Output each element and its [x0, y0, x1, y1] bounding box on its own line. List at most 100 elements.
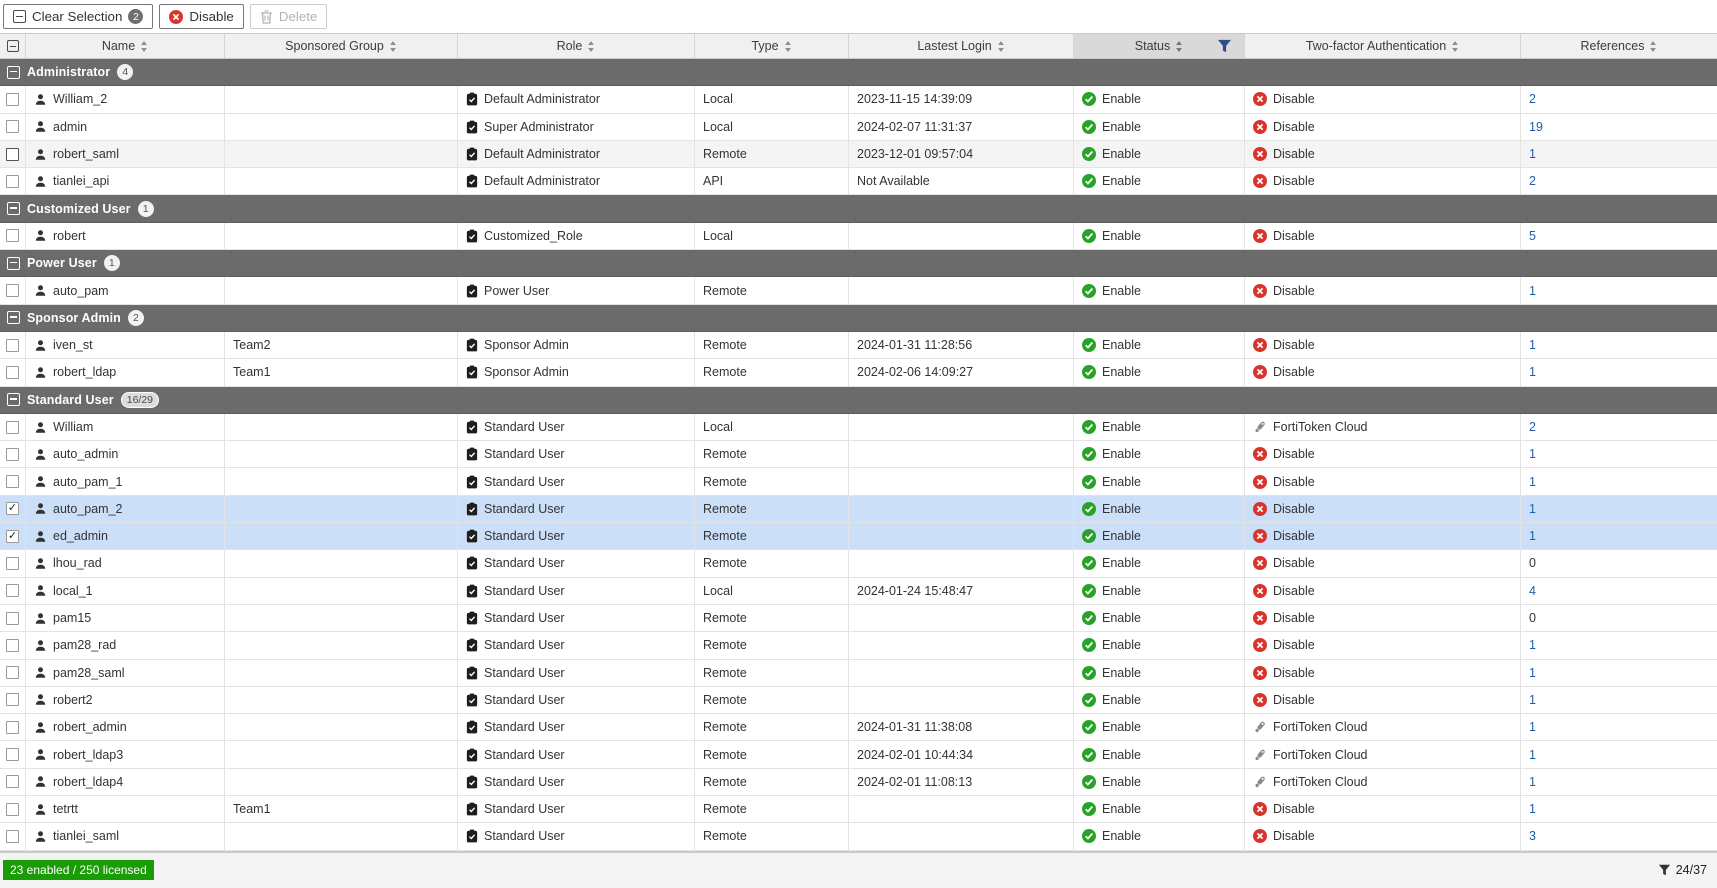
references-link[interactable]: 3 — [1529, 829, 1536, 844]
row-checkbox[interactable] — [6, 284, 19, 298]
table-row[interactable]: robert Customized_Role Local Enable Disa… — [0, 222, 1717, 251]
two-factor-label: Disable — [1273, 119, 1315, 134]
collapse-group-icon[interactable] — [7, 393, 20, 407]
row-checkbox[interactable] — [6, 475, 19, 489]
row-checkbox[interactable] — [6, 584, 19, 598]
table-row[interactable]: tianlei_saml Standard User Remote Enable… — [0, 823, 1717, 851]
row-checkbox[interactable] — [6, 720, 19, 734]
row-checkbox[interactable] — [6, 666, 19, 680]
collapse-group-icon[interactable] — [7, 256, 20, 270]
row-checkbox[interactable] — [6, 365, 19, 379]
table-row[interactable]: local_1 Standard User Local 2024-01-24 1… — [0, 577, 1717, 605]
collapse-group-icon[interactable] — [7, 311, 20, 325]
row-checkbox[interactable] — [6, 174, 19, 188]
table-row[interactable]: admin Super Administrator Local 2024-02-… — [0, 113, 1717, 141]
collapse-group-icon[interactable] — [7, 202, 20, 216]
references-link[interactable]: 1 — [1529, 447, 1536, 462]
references-link[interactable]: 2 — [1529, 174, 1536, 189]
group-header-row[interactable]: Customized User 1 — [0, 195, 1717, 223]
row-checkbox[interactable] — [6, 611, 19, 625]
column-header-role[interactable]: Role — [458, 34, 695, 58]
table-row[interactable]: ed_admin Standard User Remote Enable Dis… — [0, 523, 1717, 551]
table-row[interactable]: iven_st Team2 Sponsor Admin Remote 2024-… — [0, 331, 1717, 360]
row-checkbox[interactable] — [6, 120, 19, 134]
type-cell: Remote — [695, 741, 849, 768]
group-header-row[interactable]: Administrator 4 — [0, 59, 1717, 87]
collapse-group-icon[interactable] — [7, 65, 20, 79]
table-row[interactable]: pam28_saml Standard User Remote Enable D… — [0, 659, 1717, 687]
clear-selection-button[interactable]: Clear Selection 2 — [3, 4, 154, 29]
table-row[interactable]: auto_pam_1 Standard User Remote Enable D… — [0, 468, 1717, 496]
group-header-row[interactable]: Standard User 16/29 — [0, 386, 1717, 414]
table-row[interactable]: auto_pam_2 Standard User Remote Enable D… — [0, 495, 1717, 524]
table-row[interactable]: robert_ldap3 Standard User Remote 2024-0… — [0, 741, 1717, 769]
table-row[interactable]: lhou_rad Standard User Remote Enable Dis… — [0, 550, 1717, 578]
references-link[interactable]: 2 — [1529, 420, 1536, 434]
references-link[interactable]: 1 — [1529, 692, 1536, 707]
references-link[interactable]: 1 — [1529, 747, 1536, 762]
references-link[interactable]: 1 — [1529, 774, 1536, 789]
references-link[interactable]: 1 — [1529, 638, 1536, 653]
row-checkbox[interactable] — [6, 829, 19, 843]
row-checkbox[interactable] — [6, 748, 19, 762]
column-header-status[interactable]: Status — [1074, 34, 1245, 58]
column-header-references[interactable]: References — [1521, 34, 1717, 58]
row-checkbox[interactable] — [6, 420, 19, 434]
row-checkbox[interactable] — [6, 529, 19, 543]
table-row[interactable]: pam28_rad Standard User Remote Enable Di… — [0, 632, 1717, 660]
filter-icon[interactable] — [1217, 39, 1232, 53]
table-row[interactable]: robert2 Standard User Remote Enable Disa… — [0, 686, 1717, 715]
table-row[interactable]: tianlei_api Default Administrator API No… — [0, 168, 1717, 196]
references-link[interactable]: 4 — [1529, 583, 1536, 598]
filter-summary[interactable]: 24/37 — [1658, 863, 1707, 877]
references-link[interactable]: 1 — [1529, 474, 1536, 489]
row-checkbox[interactable] — [6, 693, 19, 707]
group-header-row[interactable]: Sponsor Admin 2 — [0, 304, 1717, 332]
references-link[interactable]: 1 — [1529, 665, 1536, 680]
row-checkbox[interactable] — [6, 92, 19, 106]
references-link[interactable]: 19 — [1529, 119, 1543, 134]
table-row[interactable]: auto_pam Power User Remote Enable Disabl… — [0, 277, 1717, 305]
row-checkbox[interactable] — [6, 502, 19, 516]
references-link[interactable]: 0 — [1529, 556, 1536, 571]
table-row[interactable]: robert_saml Default Administrator Remote… — [0, 140, 1717, 169]
table-row[interactable]: William_2 Default Administrator Local 20… — [0, 86, 1717, 114]
table-row[interactable]: William Standard User Local Enable Forti… — [0, 413, 1717, 442]
column-header-last-login[interactable]: Lastest Login — [849, 34, 1074, 58]
column-header-name[interactable]: Name — [26, 34, 225, 58]
references-link[interactable]: 1 — [1529, 501, 1536, 516]
column-header-type[interactable]: Type — [695, 34, 849, 58]
references-link[interactable]: 1 — [1529, 720, 1536, 735]
row-checkbox[interactable] — [6, 447, 19, 461]
references-link[interactable]: 1 — [1529, 147, 1536, 162]
column-header-sponsored-group[interactable]: Sponsored Group — [225, 34, 458, 58]
table-row[interactable]: robert_ldap4 Standard User Remote 2024-0… — [0, 768, 1717, 797]
references-link[interactable]: 1 — [1529, 365, 1536, 380]
table-row[interactable]: auto_admin Standard User Remote Enable D… — [0, 441, 1717, 469]
references-link[interactable]: 1 — [1529, 802, 1536, 817]
group-header-row[interactable]: Power User 1 — [0, 250, 1717, 278]
references-link[interactable]: 1 — [1529, 338, 1536, 353]
row-checkbox[interactable] — [6, 802, 19, 816]
table-row[interactable]: pam15 Standard User Remote Enable Disabl… — [0, 604, 1717, 633]
references-link[interactable]: 0 — [1529, 611, 1536, 626]
row-checkbox[interactable] — [6, 556, 19, 570]
column-header-two-factor[interactable]: Two-factor Authentication — [1245, 34, 1521, 58]
references-cell: 3 — [1521, 823, 1717, 849]
row-checkbox[interactable] — [6, 638, 19, 652]
row-checkbox[interactable] — [6, 229, 19, 243]
table-row[interactable]: tetrtt Team1 Standard User Remote Enable… — [0, 796, 1717, 824]
references-link[interactable]: 1 — [1529, 529, 1536, 544]
references-link[interactable]: 1 — [1529, 283, 1536, 298]
user-icon — [35, 694, 46, 706]
references-link[interactable]: 2 — [1529, 92, 1536, 107]
disable-button[interactable]: Disable — [159, 4, 244, 29]
table-row[interactable]: robert_admin Standard User Remote 2024-0… — [0, 714, 1717, 742]
row-checkbox[interactable] — [6, 338, 19, 352]
references-link[interactable]: 5 — [1529, 228, 1536, 243]
select-all-checkbox[interactable] — [0, 34, 26, 58]
row-checkbox[interactable] — [6, 147, 19, 161]
row-checkbox[interactable] — [6, 775, 19, 789]
table-row[interactable]: robert_ldap Team1 Sponsor Admin Remote 2… — [0, 359, 1717, 387]
delete-button[interactable]: Delete — [249, 4, 328, 29]
